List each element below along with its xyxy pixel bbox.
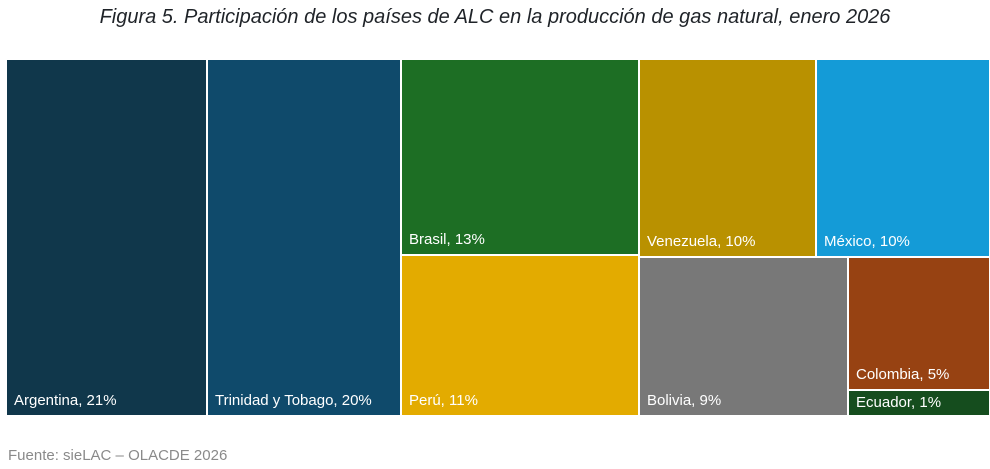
tile-label-peru: Perú, 11% [409,392,478,409]
tile-peru: Perú, 11% [401,255,639,416]
tile-label-argentina: Argentina, 21% [14,392,117,409]
tile-label-trinidad-y-tobago: Trinidad y Tobago, 20% [215,392,372,409]
tile-venezuela: Venezuela, 10% [639,59,816,257]
source-note: Fuente: sieLAC – OLACDE 2026 [8,447,228,464]
tile-label-mexico: México, 10% [824,233,910,250]
tile-colombia: Colombia, 5% [848,257,990,390]
tile-label-bolivia: Bolivia, 9% [647,392,722,409]
tile-label-venezuela: Venezuela, 10% [647,233,756,250]
chart-title: Figura 5. Participación de los países de… [99,6,891,28]
tile-ecuador: Ecuador, 1% [848,390,990,416]
tile-label-ecuador: Ecuador, 1% [856,394,942,411]
tile-argentina: Argentina, 21% [6,59,207,416]
tile-trinidad-y-tobago: Trinidad y Tobago, 20% [207,59,401,416]
tile-label-brasil: Brasil, 13% [409,231,485,248]
treemap: Argentina, 21% Trinidad y Tobago, 20% Br… [6,59,990,416]
tile-label-colombia: Colombia, 5% [856,366,950,383]
tile-bolivia: Bolivia, 9% [639,257,848,416]
tile-brasil: Brasil, 13% [401,59,639,255]
tile-mexico: México, 10% [816,59,990,257]
